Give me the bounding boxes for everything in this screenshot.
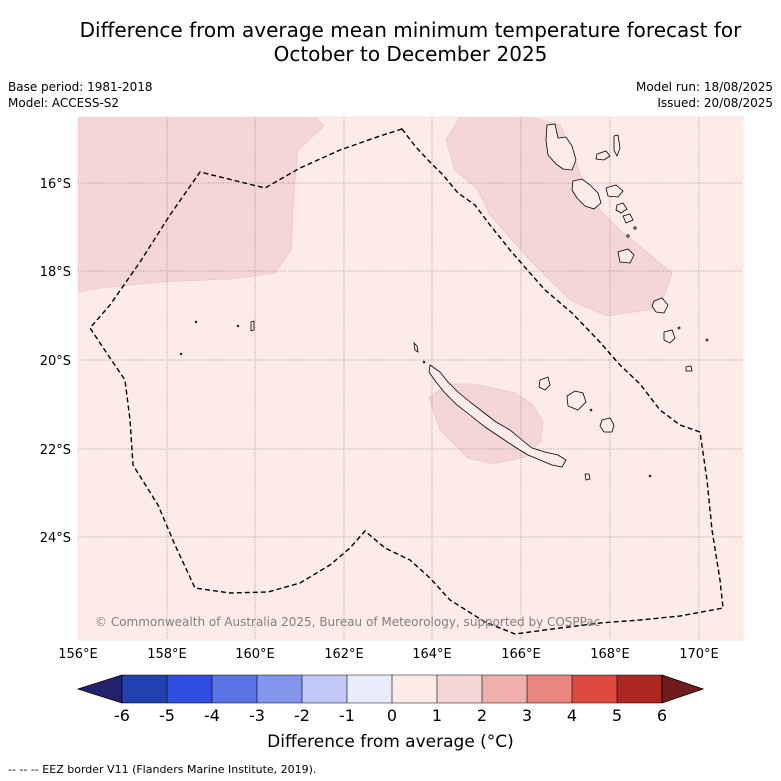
island-loyalty-3 (599, 417, 615, 433)
colorbar-bin (167, 675, 212, 703)
colorbar-bin (347, 675, 392, 703)
lat-label-16s: 16°S (40, 177, 71, 192)
islet-10 (422, 360, 426, 364)
island-reef-1 (250, 320, 255, 332)
island-belep (413, 341, 419, 353)
chart-title: Difference from average mean minimum tem… (0, 18, 781, 66)
colorbar-tick: 1 (432, 706, 442, 725)
colorbar-tick: 4 (567, 706, 577, 725)
islet-2 (626, 234, 630, 238)
island-epi (615, 202, 628, 214)
lat-label-22s: 22°S (40, 443, 71, 458)
islet-4 (705, 338, 709, 342)
islet-7 (179, 352, 183, 356)
colorbar-bin (302, 675, 347, 703)
eez-footnote: -- -- -- EEZ border V11 (Flanders Marine… (8, 763, 317, 776)
colorbar-tick: 3 (522, 706, 532, 725)
colorbar-tick: -6 (114, 706, 130, 725)
eez-border (89, 128, 724, 635)
islet-8 (589, 408, 593, 412)
coastlines (179, 123, 709, 481)
colorbar-bin (257, 675, 302, 703)
island-new-caledonia (428, 364, 567, 468)
colorbar-bin (527, 675, 572, 703)
island-gaua (595, 150, 611, 161)
island-ambrym (605, 184, 624, 198)
lat-labels: 16°S 18°S 20°S 22°S 24°S (40, 177, 71, 546)
meta-left: Base period: 1981-2018 Model: ACCESS-S2 (8, 79, 153, 111)
islet-9 (648, 474, 652, 478)
island-espiritu-santo (545, 123, 577, 171)
islet-5 (194, 320, 198, 324)
title-line-2: October to December 2025 (273, 42, 548, 66)
colorbar-bin (617, 675, 662, 703)
colorbar-tick: 0 (387, 706, 397, 725)
island-tanna (651, 297, 669, 314)
base-period: Base period: 1981-2018 (8, 80, 153, 94)
colorbar-bin (212, 675, 257, 703)
colorbar-extend-low (76, 674, 123, 704)
colorbar-bin (392, 675, 437, 703)
island-malakula (571, 178, 602, 210)
colorbar-tick: -1 (339, 706, 355, 725)
islet-1 (633, 226, 637, 230)
copyright-text: © Commonwealth of Australia 2025, Bureau… (95, 615, 600, 629)
meta-right: Model run: 18/08/2025 Issued: 20/08/2025 (636, 79, 773, 111)
island-south-lagoon (584, 473, 591, 481)
island-erromango (617, 248, 635, 264)
colorbar-bin (122, 675, 167, 703)
island-loyalty-1 (538, 376, 551, 391)
issued-date: Issued: 20/08/2025 (657, 96, 773, 110)
colorbar-extend-high (661, 674, 705, 704)
lon-label-166e: 166°E (501, 647, 541, 662)
lon-label-170e: 170°E (679, 647, 719, 662)
colorbar-tick: -4 (204, 706, 220, 725)
colorbar-tick: 5 (612, 706, 622, 725)
lon-labels: 156°E 158°E 160°E 162°E 164°E 166°E 168°… (58, 647, 719, 662)
title-line-1: Difference from average mean minimum tem… (79, 18, 742, 42)
lat-label-20s: 20°S (40, 354, 71, 369)
colorbar-bin (482, 675, 527, 703)
colorbar-tick: 6 (657, 706, 667, 725)
colorbar-title: Difference from average (°C) (267, 732, 514, 752)
island-matthew (685, 365, 693, 372)
lon-label-164e: 164°E (412, 647, 452, 662)
island-efate (622, 213, 634, 224)
colorbar-tick: -2 (294, 706, 310, 725)
colorbar-tick: 2 (477, 706, 487, 725)
colorbar-bin (572, 675, 617, 703)
anomaly-patch-northwest (78, 117, 325, 293)
lon-label-158e: 158°E (147, 647, 187, 662)
model-run: Model run: 18/08/2025 (635, 80, 773, 94)
lon-label-168e: 168°E (590, 647, 630, 662)
lat-label-18s: 18°S (40, 265, 71, 280)
map-frame (77, 116, 744, 641)
colorbar-bin (437, 675, 482, 703)
colorbar: -6 -5 -4 -3 -2 -1 0 1 2 3 4 5 6 (76, 674, 705, 725)
lat-label-24s: 24°S (40, 531, 71, 546)
islet-6 (236, 324, 240, 328)
lon-label-160e: 160°E (235, 647, 275, 662)
colorbar-tick: -5 (159, 706, 175, 725)
islet-3 (677, 326, 681, 330)
lon-label-156e: 156°E (58, 647, 98, 662)
island-maewo (613, 134, 621, 157)
model-name: Model: ACCESS-S2 (8, 96, 120, 110)
gridlines (78, 117, 743, 640)
island-aneityum (663, 329, 676, 344)
colorbar-tick: -3 (249, 706, 265, 725)
lon-label-162e: 162°E (324, 647, 364, 662)
island-loyalty-2 (566, 390, 587, 411)
